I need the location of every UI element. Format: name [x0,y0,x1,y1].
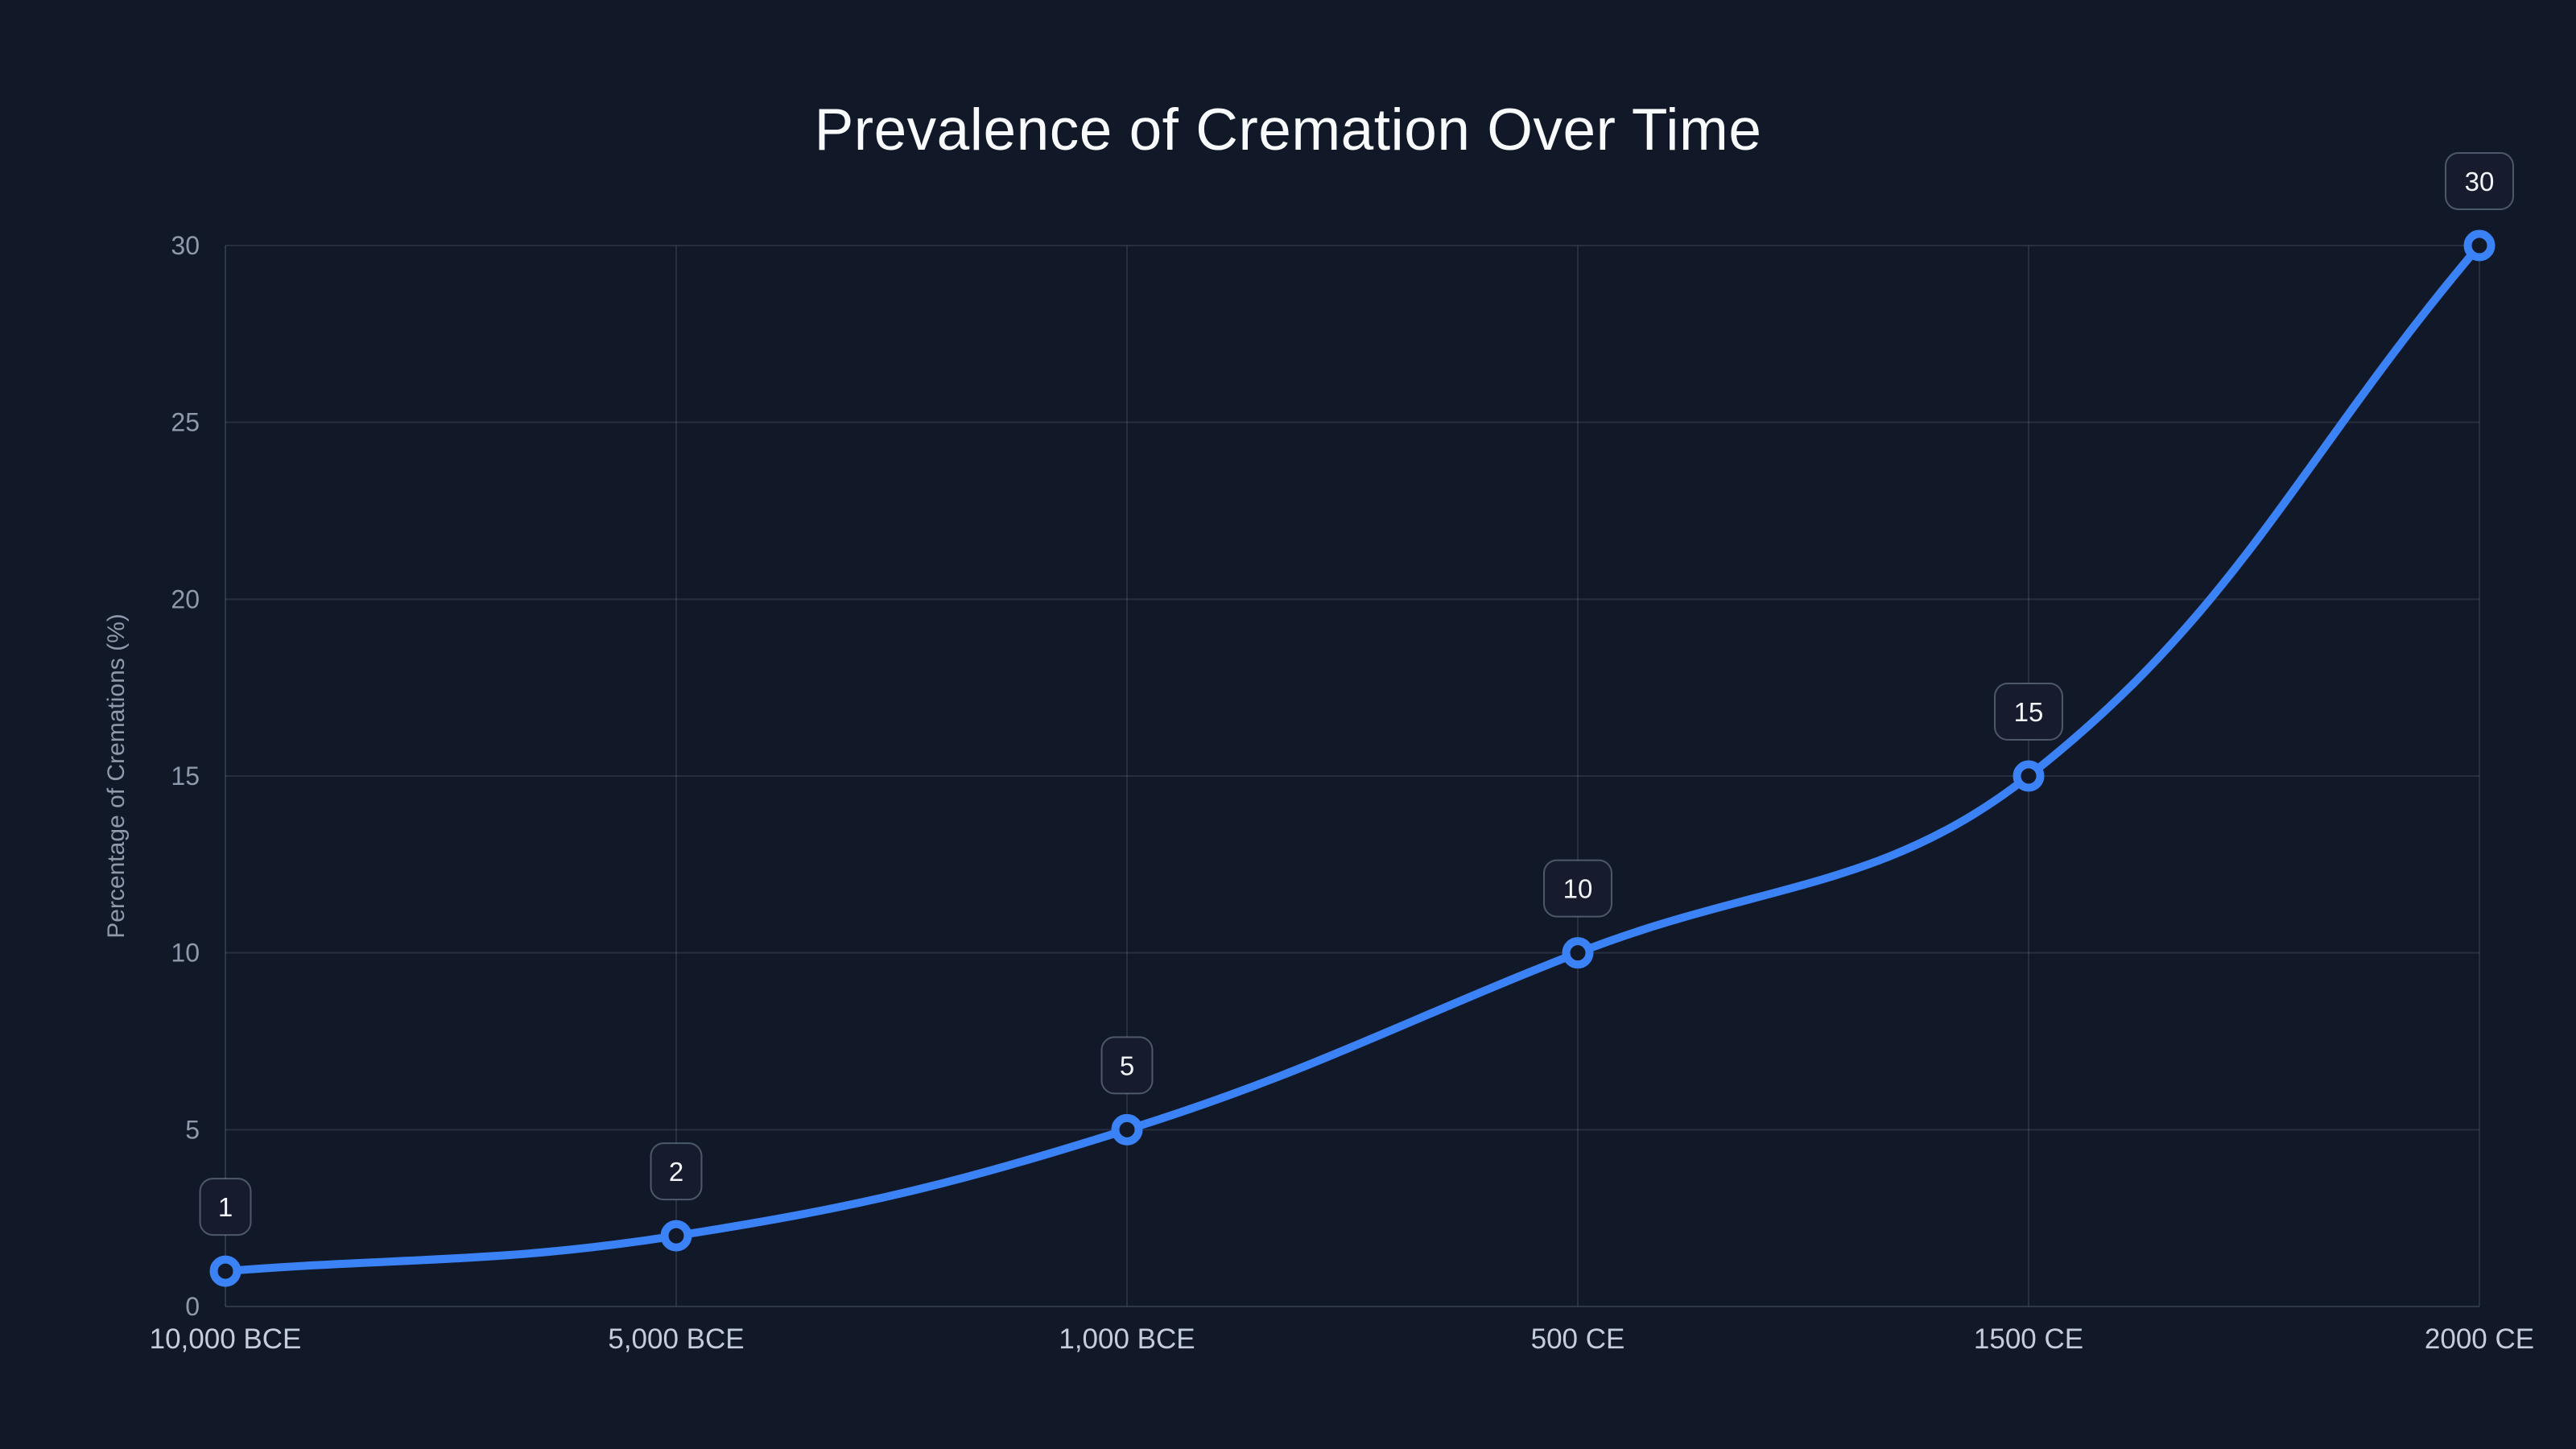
series-line [221,242,2483,1276]
point-label-text: 2 [669,1157,683,1187]
data-point-marker[interactable] [209,1255,242,1287]
point-label-badge[interactable] [650,1142,703,1201]
y-tick-label: 10 [171,939,200,968]
data-point-marker[interactable] [1562,937,1594,969]
y-tick-label: 5 [185,1115,200,1144]
chart-title: Prevalence of Cremation Over Time [814,97,1762,163]
data-point-marker[interactable] [2463,229,2496,262]
y-tick-label: 20 [171,584,200,613]
data-point-marker[interactable] [2013,760,2045,792]
point-label-badge[interactable] [1100,1036,1154,1095]
point-label-text: 15 [2014,697,2044,727]
point-label-badge[interactable] [199,1178,252,1236]
data-point-marker[interactable] [1111,1113,1143,1146]
x-tick-label: 10,000 BCE [150,1323,302,1355]
y-tick-label: 25 [171,408,200,437]
y-tick-label: 0 [185,1292,200,1321]
x-tick-label: 1500 CE [1974,1323,2083,1355]
x-tick-label: 2000 CE [2425,1323,2534,1355]
x-tick-label: 5,000 BCE [608,1323,744,1355]
x-tick-label: 500 CE [1531,1323,1625,1355]
point-label-badge[interactable] [1994,683,2063,741]
point-label-badge[interactable] [1543,859,1612,918]
x-tick-label: 1,000 BCE [1059,1323,1195,1355]
point-label-text: 10 [1563,874,1593,904]
data-point-marker[interactable] [660,1220,692,1252]
point-label-text: 5 [1120,1051,1134,1080]
point-label-text: 30 [2465,167,2495,196]
point-label-text: 1 [218,1192,233,1222]
y-tick-label: 15 [171,762,200,791]
point-label-badge[interactable] [2445,152,2514,210]
y-tick-label: 30 [171,231,200,260]
